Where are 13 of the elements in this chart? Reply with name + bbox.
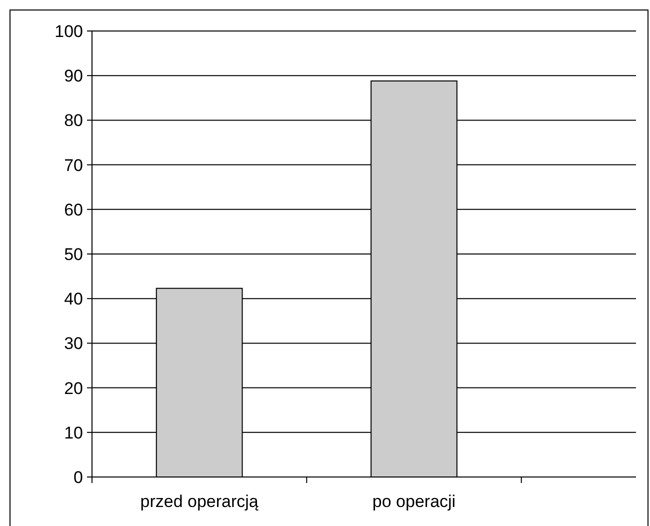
y-tick-label: 80 <box>64 111 83 130</box>
y-tick-label: 50 <box>64 244 83 264</box>
y-tick-label: 20 <box>64 378 83 398</box>
y-tick-label: 60 <box>64 200 83 220</box>
y-tick-label: 0 <box>74 468 83 487</box>
x-tick-label: przed operarcją <box>140 492 259 511</box>
y-tick-label: 30 <box>64 334 83 354</box>
y-tick-label: 40 <box>64 290 83 309</box>
x-tick-label: po operacji <box>372 492 456 511</box>
y-tick-label: 70 <box>64 156 83 175</box>
y-tick-label: 10 <box>64 423 83 442</box>
y-tick-label: 90 <box>64 66 83 86</box>
y-tick-label: 100 <box>54 22 83 41</box>
